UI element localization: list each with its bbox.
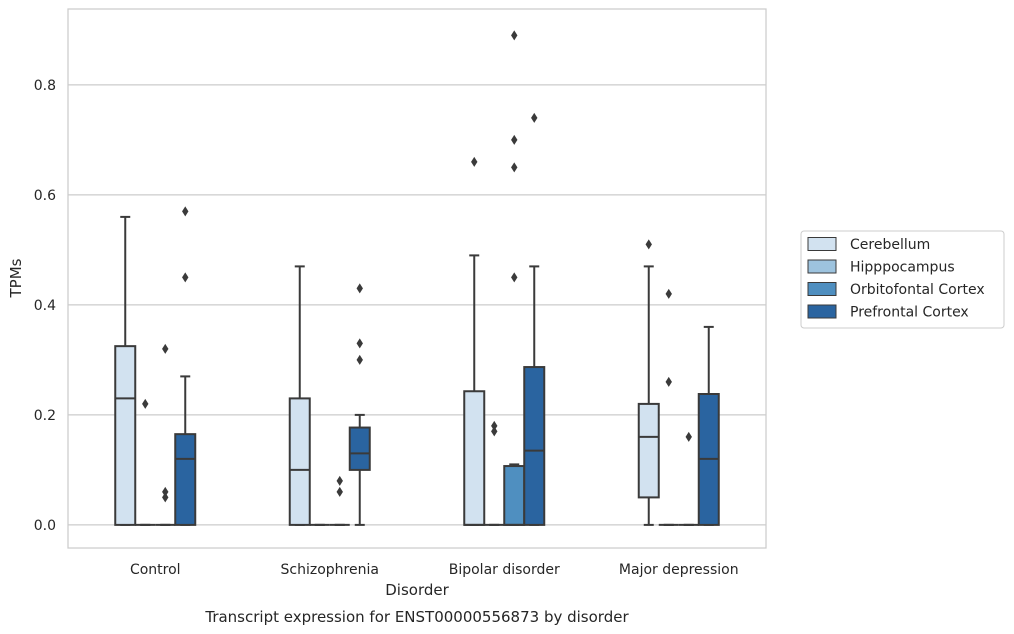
box-group [637,239,660,526]
outlier-point [162,343,169,354]
box-group [135,398,156,526]
legend-swatch [807,259,837,274]
box-group [348,283,371,526]
box-group [658,288,679,526]
legend-swatch [807,237,837,251]
outlier-point [491,426,498,437]
box-group [329,475,350,526]
x-axis-label: Disorder [385,581,449,599]
outlier-point [356,354,363,365]
x-tick-label: Bipolar disorder [449,562,560,578]
box [174,433,197,526]
outlier-point [665,288,672,299]
box [463,390,486,526]
box [288,397,311,526]
x-tick-label: Control [130,562,181,578]
outlier-point [182,206,189,217]
outlier-point [511,272,518,283]
box-group [463,156,486,526]
box-group [155,343,176,526]
plot-frame [67,8,767,549]
boxes [114,30,720,526]
box [523,366,546,526]
legend-label: Hipppocampus [850,260,955,276]
x-tick-label: Schizophrenia [281,562,379,578]
legend-label: Prefrontal Cortex [850,305,969,321]
plot-background [68,9,766,548]
box [114,345,137,526]
y-axis-label: TPMs [7,258,25,298]
outlier-point [336,475,343,486]
box-group [114,215,137,526]
legend-swatch [807,282,837,296]
y-tick-label: 0.2 [34,408,56,424]
outlier-point [336,486,343,497]
box-group [484,420,505,526]
y-tick-labels: 0.0 0.2 0.4 0.6 0.8 [34,78,56,534]
outlier-point [182,272,189,283]
box [637,402,660,499]
chart-caption: Transcript expression for ENST0000055687… [204,608,629,626]
y-tick-label: 0.4 [34,298,56,314]
box-group [678,431,699,526]
outlier-point [162,492,169,503]
legend-swatch [807,304,837,319]
legend-label: Orbitofontal Cortex [850,282,985,298]
outlier-point [142,398,149,409]
outlier-point [491,420,498,431]
y-tick-label: 0.8 [34,78,56,94]
outlier-point [685,431,692,442]
outlier-point [511,134,518,145]
outlier-point [645,239,652,250]
outlier-point [356,338,363,349]
x-tick-labels: Control Schizophrenia Bipolar disorder Majo… [130,562,739,578]
legend-frame [800,230,1005,329]
legend: Cerebellum Hipppocampus Orbitofontal Corte… [800,230,1005,329]
box-group [697,325,720,526]
box-group [174,206,197,526]
outlier-point [511,30,518,41]
y-tick-label: 0.6 [34,188,56,204]
outlier-point [665,376,672,387]
outlier-point [471,156,478,167]
y-tick-label: 0.0 [34,518,56,534]
box [503,465,526,526]
outlier-point [356,283,363,294]
box-group [288,265,311,526]
outlier-point [531,112,538,123]
box [348,426,371,471]
outlier-point [162,486,169,497]
outlier-point [511,162,518,173]
box-group [523,112,546,526]
legend-label: Cerebellum [850,237,930,253]
x-tick-label: Major depression [619,562,739,578]
